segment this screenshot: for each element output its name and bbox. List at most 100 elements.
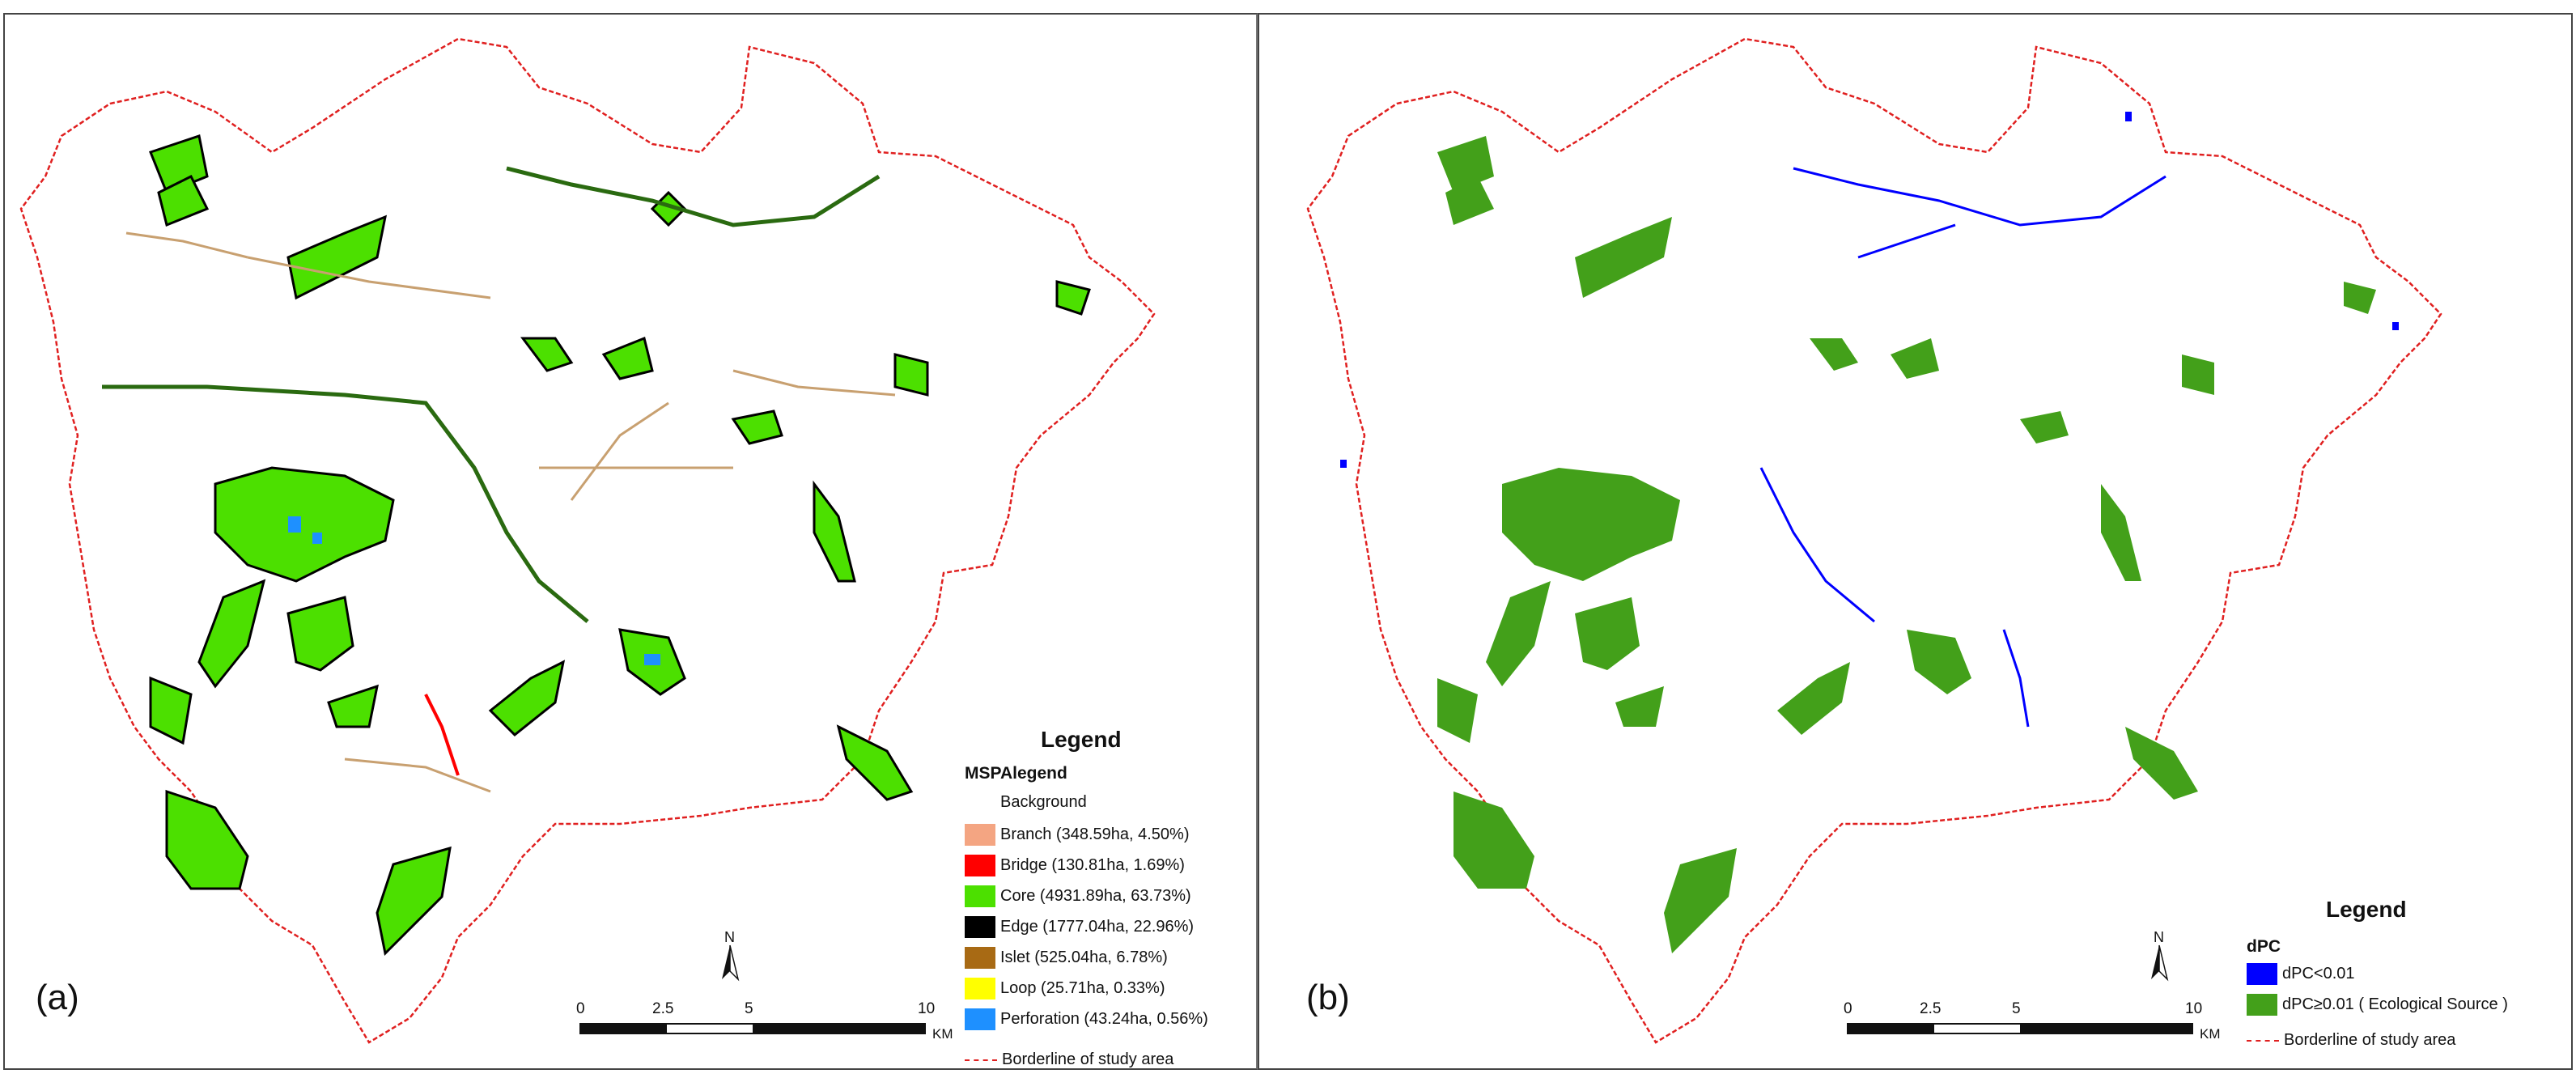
ecological-source (2101, 484, 2141, 581)
north-arrow-icon: N (715, 929, 745, 990)
border-line-icon (965, 1059, 997, 1061)
legend-item: Core (4931.89ha, 63.73%) (965, 885, 1191, 907)
ecological-source (2344, 282, 2376, 314)
north-arrow-icon: N (2145, 929, 2174, 990)
legend-item: Branch (348.59ha, 4.50%) (965, 824, 1190, 846)
low-dpc-corridor (2002, 629, 2030, 728)
core-patch (520, 337, 574, 372)
ecological-source (1502, 468, 1680, 581)
legend-item-border: Borderline of study area (2247, 1031, 2455, 1050)
map-a (19, 37, 1156, 1044)
ecological-source (1664, 848, 1737, 953)
legend-swatch (965, 885, 995, 907)
legend-swatch (965, 1008, 995, 1030)
ecological-source (2125, 727, 2198, 800)
ecological-source (1907, 630, 1971, 694)
core-patch (731, 410, 783, 445)
perforation-patch (644, 654, 660, 665)
legend-item: Bridge (130.81ha, 1.69%) (965, 855, 1185, 876)
ecological-source (1437, 678, 1478, 743)
ecological-source (1615, 686, 1664, 727)
perforation-patch (312, 533, 322, 544)
scale-tick: 2.5 (652, 1000, 674, 1017)
edge-corridor (102, 384, 589, 623)
low-dpc-corridor (1759, 467, 1875, 623)
panel-b: (b) N N 0 2.5 5 10 KM Legend dPC dPC<0.0… (1258, 13, 2573, 1070)
core-patch (836, 724, 914, 801)
legend-swatch (965, 947, 995, 969)
ecological-source (1445, 176, 1494, 225)
ecological-source (1777, 662, 1850, 735)
scale-tick: 0 (1844, 1000, 1852, 1017)
legend-item: Islet (525.04ha, 6.78%) (965, 947, 1168, 969)
scale-tick: 2.5 (1920, 1000, 1942, 1017)
legend-swatch (2247, 963, 2277, 985)
low-dpc-patch (2392, 322, 2399, 330)
legend-background: Background (1000, 793, 1087, 811)
legend-swatch (965, 916, 995, 938)
legend-item-label: Borderline of study area (1002, 1050, 1174, 1068)
core-patch (157, 174, 210, 227)
legend-title: Legend (2326, 897, 2407, 922)
legend-swatch (965, 978, 995, 999)
legend-subtitle: MSPAlegend (965, 764, 1067, 783)
islet-line (247, 256, 491, 299)
legend-item-label: Islet (525.04ha, 6.78%) (1000, 949, 1168, 966)
border-line-icon (2247, 1039, 2279, 1042)
core-patch (165, 789, 249, 890)
core-patch (813, 480, 856, 583)
scale-tick: 0 (576, 1000, 585, 1017)
study-area-boundary (1306, 37, 2442, 1044)
legend-item: Loop (25.71ha, 0.33%) (965, 978, 1165, 999)
legend-title: Legend (1041, 727, 1122, 752)
core-patch (149, 676, 193, 745)
core-patch (488, 660, 566, 737)
islet-line (125, 231, 248, 259)
ecological-source (2020, 411, 2069, 444)
legend-item-label: Perforation (43.24ha, 0.56%) (1000, 1010, 1208, 1028)
core-patch (197, 579, 266, 689)
scale-tick: 10 (918, 1000, 936, 1017)
ecological-source (1437, 136, 1494, 193)
core-patch (893, 353, 929, 397)
scale-tick: 5 (2012, 1000, 2021, 1017)
legend-item-label: Borderline of study area (2284, 1031, 2456, 1049)
legend-item-label: Edge (1777.04ha, 22.96%) (1000, 918, 1195, 936)
legend-item-label: Bridge (130.81ha, 1.69%) (1000, 856, 1185, 874)
edge-corridor (506, 166, 881, 227)
low-dpc-corridor (1793, 167, 2166, 227)
islet-line (344, 758, 491, 793)
scale-unit: KM (2200, 1026, 2221, 1042)
legend-item-label: dPC≥0.01 ( Ecological Source ) (2282, 995, 2508, 1013)
legend-item-label: dPC<0.01 (2282, 965, 2355, 983)
core-patch (376, 846, 452, 957)
scale-bar: 0 2.5 5 10 KM (576, 1000, 953, 1049)
legend-swatch (965, 855, 995, 876)
scale-tick: 10 (2185, 1000, 2203, 1017)
low-dpc-patch (2125, 112, 2132, 121)
low-dpc-patch (1340, 460, 1347, 468)
core-patch (1055, 280, 1091, 316)
legend-item-label: Core (4931.89ha, 63.73%) (1000, 887, 1191, 905)
ecological-source (1891, 338, 1939, 379)
legend-item-label: Loop (25.71ha, 0.33%) (1000, 979, 1165, 997)
legend-swatch (2247, 994, 2277, 1016)
ecological-source (1575, 217, 1672, 298)
scale-tick: 5 (745, 1000, 753, 1017)
map-b (1306, 37, 2442, 1044)
study-area-boundary (19, 37, 1156, 1044)
ecological-source (1486, 581, 1551, 686)
core-patch (286, 214, 388, 300)
legend-item-border: Borderline of study area (965, 1050, 1173, 1069)
legend-subtitle: dPC (2247, 937, 2281, 956)
scale-bar: 0 2.5 5 10 KM (1844, 1000, 2221, 1049)
bridge-corridor (424, 694, 460, 776)
svg-text:N: N (2154, 929, 2164, 945)
core-patch (601, 336, 654, 380)
islet-line (732, 369, 896, 397)
ecological-source (1454, 792, 1534, 889)
scale-unit: KM (932, 1026, 953, 1042)
north-label: N (2153, 929, 2154, 946)
legend-item: dPC≥0.01 ( Ecological Source ) (2247, 994, 2508, 1016)
